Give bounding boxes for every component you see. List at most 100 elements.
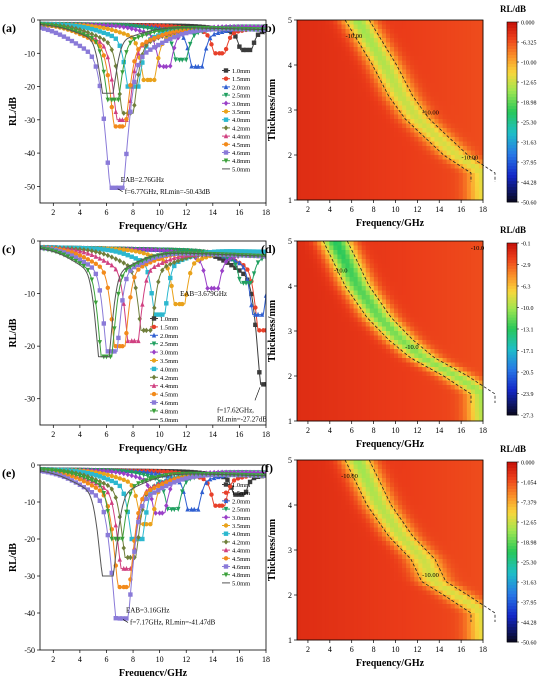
heatmap-cell bbox=[365, 74, 371, 79]
heatmap-cell bbox=[406, 317, 411, 323]
heatmap-cell bbox=[301, 254, 306, 260]
heatmap-cell bbox=[466, 259, 472, 264]
heatmap-cell bbox=[317, 295, 322, 300]
heatmap-cell bbox=[426, 344, 431, 350]
heatmap-cell bbox=[385, 101, 391, 106]
heatmap-cell bbox=[329, 51, 334, 57]
series-marker bbox=[223, 117, 229, 122]
heatmap-cell bbox=[333, 362, 338, 368]
heatmap-cell bbox=[418, 150, 423, 156]
heatmap-cell bbox=[385, 20, 391, 25]
heatmap-cell bbox=[365, 299, 371, 305]
series-marker bbox=[140, 264, 145, 269]
heatmap-cell bbox=[317, 128, 322, 133]
heatmap-cell bbox=[365, 128, 371, 133]
series-marker bbox=[124, 50, 129, 55]
heatmap-cell bbox=[414, 353, 419, 359]
heatmap-cell bbox=[341, 20, 346, 25]
heatmap-cell bbox=[361, 87, 367, 93]
heatmap-cell bbox=[341, 128, 346, 133]
heatmap-cell bbox=[329, 141, 334, 147]
legend-label: 4.8mm bbox=[232, 158, 250, 165]
heatmap-cell bbox=[381, 376, 387, 381]
series-marker bbox=[185, 248, 190, 254]
heatmap-cell bbox=[458, 254, 464, 260]
heatmap-cell bbox=[446, 326, 452, 332]
heatmap-cell bbox=[321, 313, 326, 318]
heatmap-cell bbox=[373, 47, 379, 52]
heatmap-cell bbox=[474, 254, 480, 260]
heatmap-cell bbox=[478, 362, 484, 368]
heatmap-cell bbox=[381, 286, 387, 291]
heatmap-cell bbox=[349, 150, 355, 156]
series-marker bbox=[144, 277, 149, 283]
heatmap-cell bbox=[341, 376, 346, 381]
series-marker bbox=[172, 263, 177, 269]
heatmap-cell bbox=[313, 123, 318, 129]
heatmap-cell bbox=[349, 146, 355, 151]
heatmap-cell bbox=[373, 326, 379, 332]
heatmap-cell bbox=[341, 87, 346, 93]
heatmap-cell bbox=[442, 326, 448, 332]
heatmap-cell bbox=[438, 268, 443, 273]
heatmap-cell bbox=[337, 250, 342, 255]
heatmap-cell bbox=[442, 259, 448, 264]
heatmap-cell bbox=[297, 295, 302, 300]
heatmap-cell bbox=[321, 92, 326, 97]
colorbar-tick-label: -37.95 bbox=[521, 161, 537, 167]
heatmap-cell bbox=[321, 268, 326, 273]
heatmap-cell bbox=[313, 308, 318, 314]
heatmap-cell bbox=[470, 335, 476, 341]
heatmap-cell bbox=[321, 60, 326, 66]
heatmap-cell bbox=[305, 313, 310, 318]
heatmap-cell bbox=[349, 87, 355, 93]
heatmap-cell bbox=[438, 331, 443, 336]
heatmap-cell bbox=[333, 141, 338, 147]
heatmap-cell bbox=[297, 114, 302, 120]
heatmap-cell bbox=[381, 38, 387, 43]
heatmap-cell bbox=[478, 371, 484, 377]
heatmap-cell bbox=[462, 69, 468, 75]
heatmap-cell bbox=[365, 78, 371, 84]
heatmap-cell bbox=[454, 141, 460, 147]
heatmap-cell bbox=[305, 51, 310, 57]
legend-label: 2.5mm bbox=[232, 93, 250, 100]
heatmap-cell bbox=[309, 101, 314, 106]
heatmap-cell bbox=[333, 322, 338, 327]
heatmap-cell bbox=[357, 128, 363, 133]
heatmap-cell bbox=[365, 250, 371, 255]
x-tick-label: 4 bbox=[78, 430, 82, 439]
legend-label: 5.0mm bbox=[160, 417, 178, 424]
heatmap-cell bbox=[357, 92, 363, 97]
heatmap-cell bbox=[357, 87, 363, 93]
heatmap-cell bbox=[305, 371, 310, 377]
heatmap-cell bbox=[442, 371, 448, 377]
colorbar-segment bbox=[507, 193, 517, 197]
heatmap-cell bbox=[329, 182, 334, 187]
heatmap-cell bbox=[426, 263, 431, 269]
heatmap-cell bbox=[470, 83, 476, 88]
heatmap-cell bbox=[361, 83, 367, 88]
heatmap-cell bbox=[337, 60, 342, 66]
heatmap-cell bbox=[321, 141, 326, 147]
heatmap-cell bbox=[394, 299, 399, 305]
heatmap-cell bbox=[341, 241, 346, 246]
heatmap-cell bbox=[385, 322, 391, 327]
heatmap-cell bbox=[309, 362, 314, 368]
heatmap-cell bbox=[430, 322, 435, 327]
heatmap-cell bbox=[357, 20, 363, 25]
annotation-f: f=6.77GHz, RLmin=-50.43dB bbox=[125, 188, 211, 196]
heatmap-cell bbox=[373, 191, 379, 196]
heatmap-cell bbox=[345, 114, 350, 120]
heatmap-cell bbox=[365, 141, 371, 147]
series-marker bbox=[133, 41, 138, 46]
heatmap-cell bbox=[373, 299, 379, 305]
heatmap-cell bbox=[321, 290, 326, 296]
heatmap-cell bbox=[353, 367, 359, 372]
series-marker bbox=[168, 275, 173, 281]
heatmap-cell bbox=[430, 308, 435, 314]
heatmap-cell bbox=[333, 150, 338, 156]
heatmap-cell bbox=[442, 69, 448, 75]
series-marker bbox=[117, 250, 122, 255]
heatmap-cell bbox=[450, 20, 456, 25]
